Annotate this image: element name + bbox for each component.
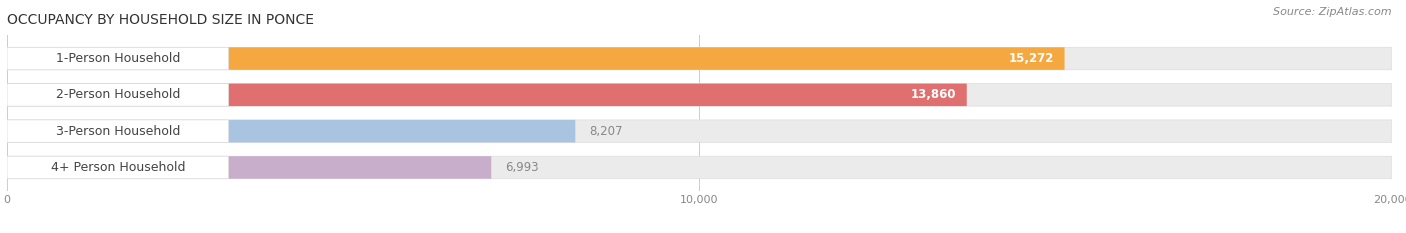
FancyBboxPatch shape — [7, 47, 1392, 70]
FancyBboxPatch shape — [7, 156, 229, 179]
Text: 1-Person Household: 1-Person Household — [56, 52, 180, 65]
FancyBboxPatch shape — [7, 120, 229, 142]
FancyBboxPatch shape — [7, 84, 1392, 106]
FancyBboxPatch shape — [7, 156, 491, 179]
Text: 4+ Person Household: 4+ Person Household — [51, 161, 186, 174]
FancyBboxPatch shape — [7, 84, 967, 106]
Text: 6,993: 6,993 — [505, 161, 538, 174]
FancyBboxPatch shape — [7, 84, 229, 106]
FancyBboxPatch shape — [7, 47, 1064, 70]
FancyBboxPatch shape — [7, 120, 1392, 142]
Text: Source: ZipAtlas.com: Source: ZipAtlas.com — [1274, 7, 1392, 17]
FancyBboxPatch shape — [7, 156, 1392, 179]
FancyBboxPatch shape — [7, 47, 229, 70]
Text: 15,272: 15,272 — [1008, 52, 1054, 65]
Text: 2-Person Household: 2-Person Household — [56, 88, 180, 101]
Text: OCCUPANCY BY HOUSEHOLD SIZE IN PONCE: OCCUPANCY BY HOUSEHOLD SIZE IN PONCE — [7, 13, 314, 27]
FancyBboxPatch shape — [7, 120, 575, 142]
Text: 3-Person Household: 3-Person Household — [56, 125, 180, 138]
Text: 8,207: 8,207 — [589, 125, 623, 138]
Text: 13,860: 13,860 — [911, 88, 956, 101]
